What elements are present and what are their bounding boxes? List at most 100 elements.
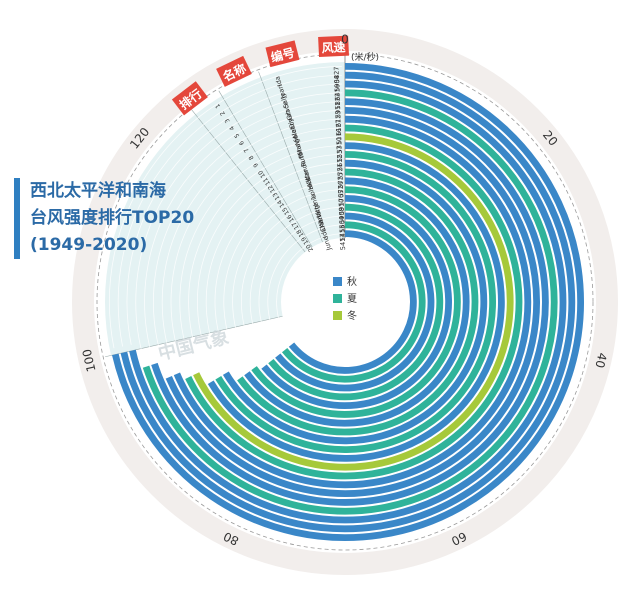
bar: [251, 186, 461, 418]
row-id-label: 5310: [335, 137, 344, 154]
panel-divider: [218, 90, 313, 248]
row-id-label: 5612: [336, 154, 345, 171]
row-rank-label: 5: [233, 132, 241, 139]
lane-line: [214, 171, 344, 376]
header-tag-label: 风速: [321, 39, 346, 55]
legend-swatch: [333, 311, 342, 320]
lane-line: [232, 189, 344, 366]
row-id-label: 5604: [338, 216, 347, 233]
row-name-label: Ida: [273, 75, 284, 87]
row-name-label: Nina: [294, 143, 306, 159]
axis-tick-label: 60: [449, 529, 469, 548]
bar: [173, 115, 532, 489]
lane-line: [276, 233, 345, 344]
lane-line: [179, 136, 343, 370]
row-id-label: 5725: [336, 172, 345, 189]
row-rank-label: 19: [300, 235, 310, 245]
row-id-label: 5705: [337, 190, 346, 207]
lane-line: [135, 92, 343, 362]
legend-swatch: [333, 294, 342, 303]
lane-line: [258, 215, 344, 355]
bar: [111, 63, 585, 541]
row-rank-label: 1: [214, 102, 222, 109]
lane-line: [126, 83, 343, 345]
header-tag: 编号: [265, 40, 300, 68]
lane-line: [249, 206, 344, 360]
row-name-label: Ida: [319, 227, 330, 239]
row-id-label: 5908: [338, 207, 347, 224]
bar: [268, 203, 444, 401]
panel-divider: [258, 71, 323, 243]
row-rank-label: 12: [267, 183, 277, 193]
chart-title: 西北太平洋和南海 台风强度排行TOP20 (1949-2020): [14, 178, 194, 259]
row-id-label: 5537: [335, 146, 344, 163]
row-rank-label: 9: [252, 161, 260, 168]
row-id-label: 6123: [334, 110, 343, 127]
row-rank-label: 6: [238, 139, 246, 146]
row-name-label: Vera: [314, 210, 326, 226]
bar: [185, 124, 523, 480]
axis-tick-label: 40: [592, 351, 609, 369]
bar: [193, 133, 514, 471]
row-rank-label: 8: [247, 154, 255, 161]
row-id-label: 5116: [335, 128, 344, 145]
bar: [288, 230, 417, 374]
row-name-label: Ruth: [296, 151, 308, 168]
axis-tick-label: 80: [221, 529, 241, 548]
bar: [281, 221, 426, 383]
axis-circle: [96, 53, 594, 551]
row-rank-label: 11: [262, 176, 272, 186]
row-rank-label: 18: [295, 228, 305, 238]
bar: [215, 151, 496, 453]
lane-line: [161, 118, 343, 370]
row-rank-label: 16: [286, 213, 296, 223]
bar: [120, 71, 576, 533]
title-line-3: (1949-2020): [30, 235, 148, 255]
bar: [222, 159, 488, 445]
header-tag-bg: [318, 35, 349, 57]
row-id-label: 5827: [333, 66, 342, 83]
header-tag: 风速: [318, 35, 349, 57]
row-id-label: 5413: [338, 225, 347, 242]
bar: [165, 107, 540, 497]
row-rank-label: 15: [281, 206, 291, 216]
row-name-label: Joan: [276, 84, 288, 101]
legend-label: 冬: [347, 309, 357, 322]
bar: [207, 142, 505, 462]
row-id-label: 5822: [334, 93, 343, 110]
row-id-label: 6416: [333, 84, 342, 101]
row-id-label: 5726: [337, 181, 346, 198]
row-name-label: Kit: [316, 218, 326, 229]
label-panel: [105, 62, 345, 356]
row-rank-label: 2: [219, 110, 227, 117]
legend-label: 秋: [347, 275, 357, 288]
row-name-label: Lola: [306, 185, 317, 200]
row-rank-label: 14: [276, 198, 286, 208]
bar: [151, 98, 549, 506]
header-tag-label: 编号: [268, 45, 296, 66]
lane-line: [153, 110, 343, 373]
row-id-label: 5417: [339, 233, 348, 250]
lane-line: [205, 162, 344, 371]
bar: [142, 89, 558, 515]
row-rank-label: 3: [223, 117, 231, 124]
lane-line: [223, 180, 344, 371]
header-tag: 名称: [216, 55, 252, 87]
lane-line: [241, 198, 344, 365]
panel-divider: [191, 109, 306, 253]
row-rank-label: 4: [228, 124, 236, 131]
bar: [244, 177, 470, 427]
axis-tick-label: 0: [341, 33, 349, 47]
title-line-2: 台风强度排行TOP20: [30, 208, 195, 228]
lane-line: [197, 154, 344, 375]
legend-label: 夏: [347, 293, 357, 305]
lane-line: [170, 127, 343, 374]
header-tag-bg: [171, 81, 208, 116]
header-tag-bg: [265, 40, 300, 68]
header-tag-bg: [216, 55, 252, 87]
lane-line: [109, 66, 342, 349]
row-id-label: 5904: [333, 75, 342, 92]
axis-tick-label: 100: [80, 348, 99, 373]
